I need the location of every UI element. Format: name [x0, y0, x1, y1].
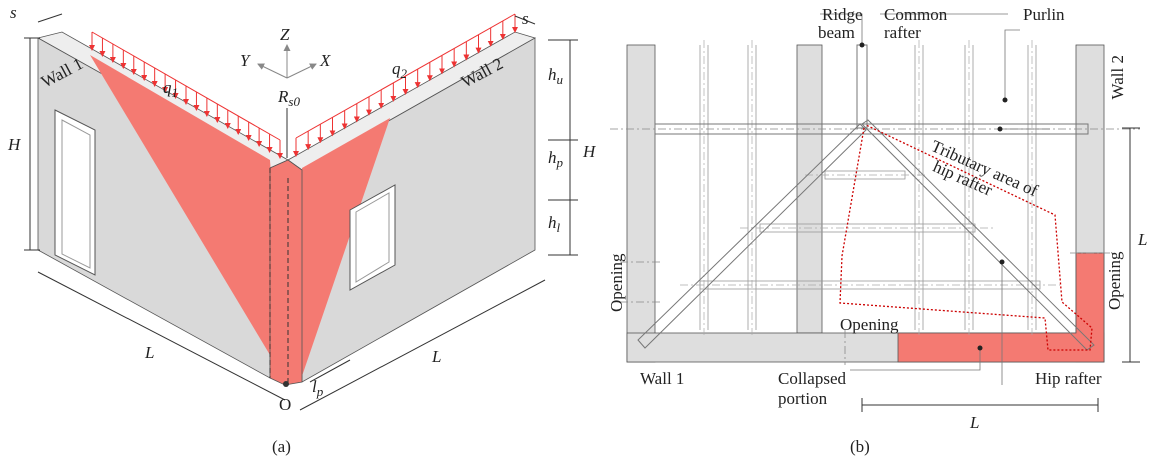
axis-y: [258, 64, 287, 78]
subscript: 1: [172, 85, 179, 100]
label-l: L: [431, 347, 441, 366]
caption: (b): [850, 437, 870, 456]
panel-a: s s Z Y X Wall 1 Wall 2 q1 q2 Rs0 H H hu…: [7, 3, 597, 456]
subscript: l: [557, 220, 561, 235]
symbol: R: [277, 87, 289, 106]
leader-dot: [1000, 260, 1005, 265]
line: Ridge: [822, 5, 863, 24]
axis-x: [287, 64, 316, 78]
figure: s s Z Y X Wall 1 Wall 2 q1 q2 Rs0 H H hu…: [0, 0, 1153, 467]
leader: [1005, 30, 1020, 100]
axis-label: Z: [280, 25, 290, 44]
label-s: s: [10, 3, 17, 22]
label-h: H: [582, 142, 597, 161]
line: beam: [818, 23, 855, 42]
leader-dot: [978, 346, 983, 351]
label-s: s: [522, 9, 529, 28]
line: Collapsed: [778, 369, 846, 388]
subscript: u: [557, 72, 564, 87]
label-l: L: [969, 413, 979, 432]
corner-pillar: [270, 160, 302, 385]
label-hp: hp: [548, 148, 564, 170]
line: rafter: [884, 23, 921, 42]
collapsed-portion: [898, 253, 1104, 362]
label-opening: Opening: [1105, 251, 1124, 310]
label-wall: Wall 2: [1108, 55, 1127, 99]
label-lp: lp: [312, 377, 324, 399]
label-tributary: Tributary area ofhip rafter: [921, 136, 1041, 217]
line: Common: [884, 5, 948, 24]
label-hu: hu: [548, 65, 564, 87]
subscript: 2: [401, 66, 408, 81]
subscript: p: [556, 155, 564, 170]
label-h: H: [7, 135, 22, 154]
label-opening: Opening: [607, 253, 626, 312]
leader-dot: [1003, 98, 1008, 103]
axis-label: X: [319, 51, 331, 70]
wall: [627, 45, 655, 362]
label-l: L: [144, 343, 154, 362]
symbol: h: [548, 213, 557, 232]
load-label: q2: [392, 59, 408, 81]
line: portion: [778, 389, 828, 408]
symbol: h: [548, 65, 557, 84]
wall: [797, 45, 822, 333]
label-wall: Wall 1: [640, 369, 684, 388]
leader-dot: [860, 43, 865, 48]
label-l: L: [1137, 230, 1147, 249]
symbol: h: [548, 148, 557, 167]
dim: [38, 14, 62, 22]
reaction-label: Rs0: [277, 87, 300, 109]
label-hip-rafter: Hip rafter: [1035, 369, 1102, 388]
leader-dot: [998, 127, 1003, 132]
roof-frame: [680, 40, 1060, 335]
origin-point: [283, 381, 289, 387]
label-hl: hl: [548, 213, 561, 235]
ridge-beam: [857, 45, 867, 128]
subscript: p: [316, 384, 324, 399]
label-purlin: Purlin: [1023, 5, 1065, 24]
label-opening: Opening: [840, 315, 899, 334]
origin-label: O: [279, 395, 291, 414]
axis-label: Y: [240, 51, 251, 70]
caption: (a): [272, 437, 291, 456]
subscript: s0: [288, 94, 300, 109]
